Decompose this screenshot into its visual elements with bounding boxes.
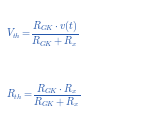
Text: $R_{th} = \dfrac{R_{GK} \cdot R_x}{R_{GK} + R_x}$: $R_{th} = \dfrac{R_{GK} \cdot R_x}{R_{GK… bbox=[6, 83, 80, 109]
Text: $V_{th} = \dfrac{R_{GK} \cdot v(t)}{R_{GK} + R_x}$: $V_{th} = \dfrac{R_{GK} \cdot v(t)}{R_{G… bbox=[6, 18, 78, 48]
